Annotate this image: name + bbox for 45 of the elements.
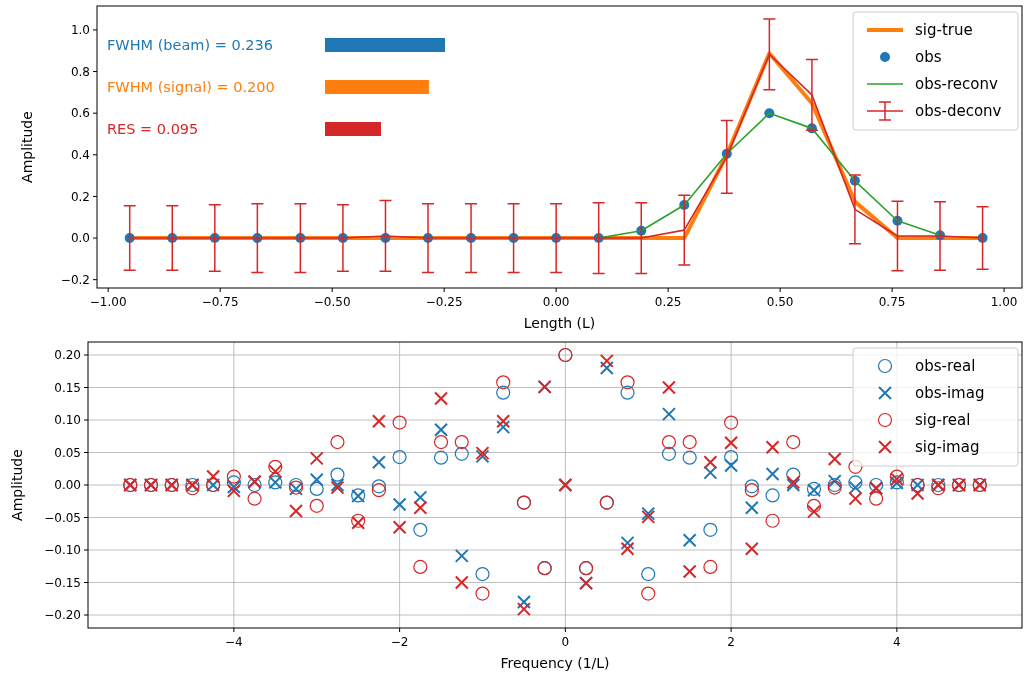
x-tick-label: 0.25	[654, 295, 682, 309]
y-tick-label: 0.05	[54, 445, 81, 460]
y-tick-label: 0.00	[54, 478, 81, 493]
x-tick-label: −0.25	[425, 295, 463, 309]
x-tick-label: 0	[561, 635, 570, 649]
y-tick-label: 1.0	[70, 23, 90, 38]
x-tick-label: 0.50	[766, 295, 794, 309]
y-tick-label: 0.20	[54, 348, 81, 363]
y-tick-label: 0.6	[70, 106, 90, 121]
x-axis-title: Length (L)	[523, 315, 596, 331]
annotation: FWHM (beam) = 0.236	[107, 36, 274, 53]
y-tick-label: 0.10	[54, 413, 81, 428]
y-tick-label: −0.10	[44, 543, 81, 558]
legend-label: obs-deconv	[915, 102, 1002, 121]
x-tick-label: −4	[225, 635, 243, 649]
x-tick-label: −0.75	[201, 295, 239, 309]
y-tick-label: −0.2	[60, 272, 90, 287]
x-tick-label: −1.00	[89, 295, 127, 309]
legend-label: obs-imag	[915, 384, 985, 403]
y-axis-title: Amplitude	[19, 111, 35, 183]
y-tick-label: −0.20	[44, 608, 81, 623]
annotation: RES = 0.095	[107, 121, 199, 138]
legend-label: sig-imag	[915, 438, 980, 457]
x-axis-title: Frequency (1/L)	[500, 655, 610, 671]
annotation: FWHM (signal) = 0.200	[107, 79, 275, 96]
y-tick-label: 0.0	[70, 231, 90, 246]
legend-label: obs-reconv	[915, 75, 998, 94]
legend-label: obs	[915, 48, 942, 67]
y-tick-label: 0.2	[70, 189, 90, 204]
x-tick-label: 2	[727, 635, 735, 649]
x-tick-label: 0.75	[878, 295, 906, 309]
y-tick-label: 0.8	[70, 64, 90, 79]
x-tick-label: −2	[390, 635, 409, 649]
legend-label: obs-real	[915, 357, 976, 376]
y-tick-label: 0.15	[54, 380, 81, 395]
legend-label: sig-real	[915, 411, 971, 430]
y-tick-label: −0.15	[44, 575, 81, 590]
y-tick-label: −0.05	[44, 510, 81, 525]
x-tick-label: 1.00	[990, 295, 1018, 309]
legend-label: sig-true	[915, 21, 973, 40]
x-tick-label: 4	[893, 635, 901, 649]
x-tick-label: 0.00	[542, 295, 570, 309]
y-tick-label: 0.4	[70, 148, 90, 162]
x-tick-label: −0.50	[313, 295, 351, 309]
y-axis-title: Amplitude	[9, 449, 25, 521]
